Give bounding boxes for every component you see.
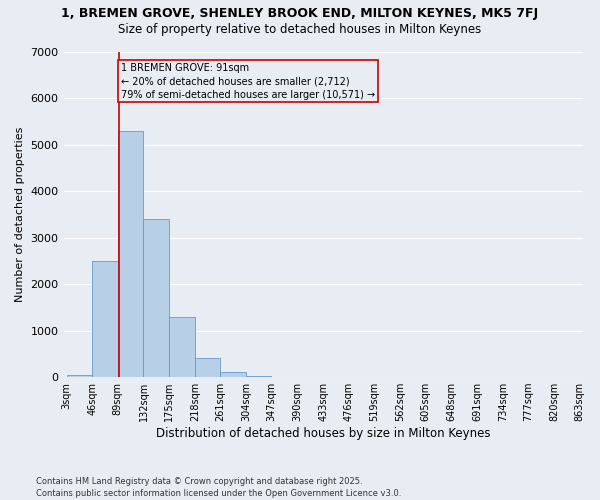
Text: 1 BREMEN GROVE: 91sqm
← 20% of detached houses are smaller (2,712)
79% of semi-d: 1 BREMEN GROVE: 91sqm ← 20% of detached … [121,63,375,100]
Bar [195,358,220,377]
Text: 1, BREMEN GROVE, SHENLEY BROOK END, MILTON KEYNES, MK5 7FJ: 1, BREMEN GROVE, SHENLEY BROOK END, MILT… [61,8,539,20]
Bar [118,130,143,377]
Bar [246,376,271,377]
Bar [220,372,246,377]
Y-axis label: Number of detached properties: Number of detached properties [15,126,25,302]
Text: Contains HM Land Registry data © Crown copyright and database right 2025.
Contai: Contains HM Land Registry data © Crown c… [36,476,401,498]
Text: Size of property relative to detached houses in Milton Keynes: Size of property relative to detached ho… [118,22,482,36]
Bar [143,219,169,377]
Bar [67,375,92,377]
Bar [169,316,194,377]
X-axis label: Distribution of detached houses by size in Milton Keynes: Distribution of detached houses by size … [156,427,490,440]
Bar [92,261,118,377]
